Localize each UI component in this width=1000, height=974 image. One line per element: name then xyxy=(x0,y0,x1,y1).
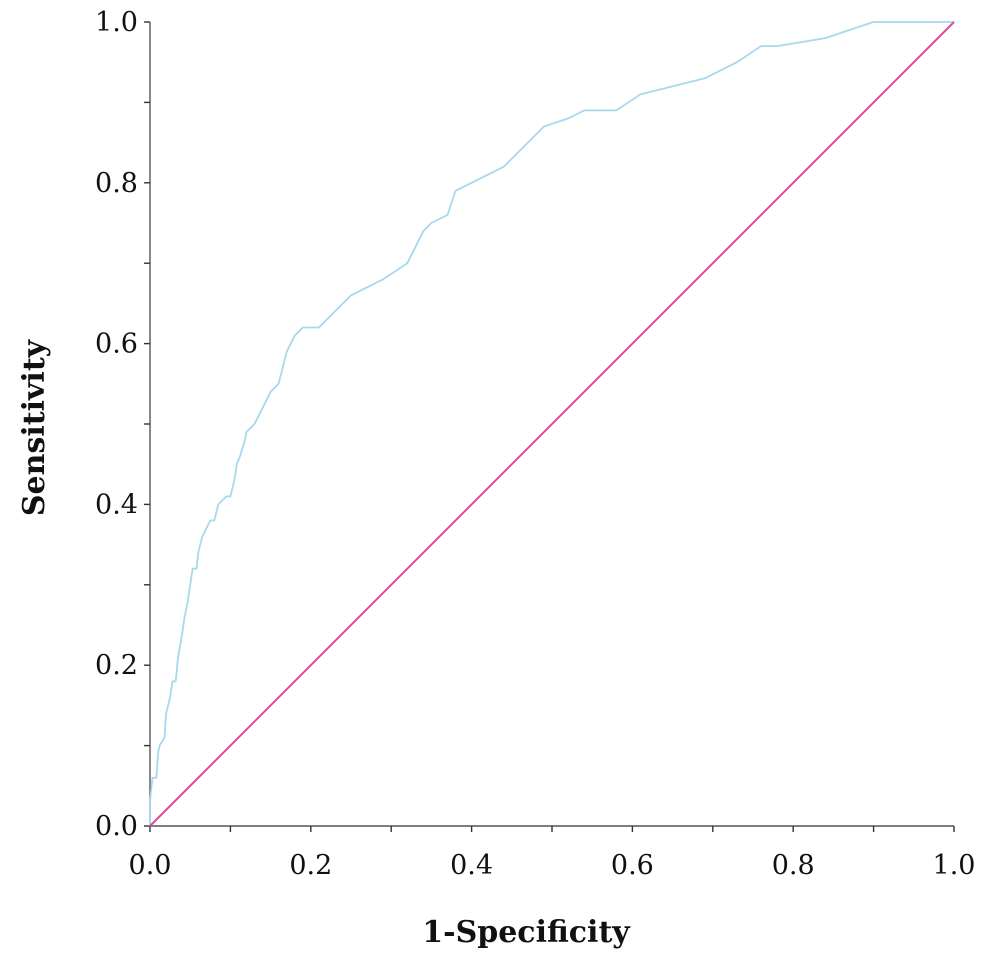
y-tick-label: 0.2 xyxy=(95,650,138,681)
reference-diagonal-line xyxy=(149,21,955,827)
x-axis-title: 1-Specificity xyxy=(422,915,631,950)
y-tick-label: 0.0 xyxy=(95,811,138,842)
y-tick-label: 0.6 xyxy=(95,329,138,360)
x-tick-label: 0.8 xyxy=(772,850,815,881)
y-axis-title: Sensitivity xyxy=(17,338,52,516)
x-tick-label: 0.4 xyxy=(450,850,493,881)
y-tick-label: 0.4 xyxy=(95,489,138,520)
roc-curve xyxy=(149,21,954,826)
y-tick-label: 1.0 xyxy=(95,7,138,38)
x-tick-label: 0.0 xyxy=(129,850,172,881)
x-tick-label: 0.2 xyxy=(289,850,332,881)
x-tick-label: 1.0 xyxy=(933,850,976,881)
y-tick-label: 0.8 xyxy=(95,168,138,199)
x-tick-label: 0.6 xyxy=(611,850,654,881)
